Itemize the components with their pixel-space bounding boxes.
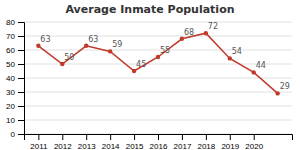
- point: [132, 69, 136, 73]
- y-tick-label: 70: [6, 32, 15, 41]
- x-tick-mark: [254, 134, 255, 140]
- x-tick-mark: [86, 134, 87, 140]
- y-tick-mark: [18, 106, 24, 107]
- data-label: 63: [40, 35, 50, 44]
- x-tick-label: 2011: [30, 142, 48, 150]
- y-tick-label: 60: [6, 46, 15, 55]
- x-tick: 2012: [54, 134, 72, 150]
- x-tick-mark: [158, 134, 159, 140]
- x-tick-mark: [182, 134, 183, 140]
- x-tick-mark: [38, 134, 39, 140]
- y-tick-label: 80: [6, 18, 15, 27]
- point: [60, 62, 64, 66]
- y-axis: 0 10 20 30 40 50 60 70 80: [6, 18, 24, 139]
- y-tick: 60: [6, 46, 24, 55]
- point: [252, 70, 256, 74]
- x-tick-label: 2017: [174, 142, 192, 150]
- x-tick-mark: [110, 134, 111, 140]
- grid-line: [24, 92, 292, 93]
- x-tick-label: 2020: [245, 142, 263, 150]
- x-tick: 2020: [245, 134, 263, 150]
- data-label: 55: [160, 46, 170, 55]
- x-tick-label: 2014: [102, 142, 120, 150]
- grid-line: [24, 36, 292, 37]
- data-label: 63: [88, 35, 98, 44]
- data-label: 72: [208, 22, 218, 31]
- y-tick: 40: [6, 74, 24, 83]
- x-tick: 2014: [102, 134, 120, 150]
- data-labels: 63 50 63 59 45 55 68 72 54 44 29: [40, 22, 289, 91]
- point: [228, 56, 232, 60]
- y-tick-mark: [18, 120, 24, 121]
- grid-line: [24, 106, 292, 107]
- data-label: 44: [256, 61, 266, 70]
- y-tick: 20: [6, 102, 24, 111]
- point: [36, 44, 40, 48]
- x-tick: 2018: [197, 134, 215, 150]
- data-label: 45: [136, 60, 146, 69]
- data-label: 29: [280, 82, 290, 91]
- point: [108, 49, 112, 53]
- x-tick-label: 2018: [197, 142, 215, 150]
- y-tick-mark: [18, 36, 24, 37]
- line: [38, 33, 277, 93]
- point: [84, 44, 88, 48]
- x-tick-mark: [206, 134, 207, 140]
- y-tick-label: 50: [6, 60, 15, 69]
- x-axis: 2011 2012 2013 2014 2015 2016 2017 2018 2019 2020: [25, 134, 293, 150]
- y-tick-label: 40: [6, 74, 15, 83]
- x-tick: 2015: [126, 134, 144, 150]
- grid-line: [24, 120, 292, 121]
- grid-line: [24, 50, 292, 51]
- x-tick-mark: [62, 134, 63, 140]
- x-tick-mark: [230, 134, 231, 140]
- y-tick: 10: [6, 116, 24, 125]
- y-tick-mark: [18, 64, 24, 65]
- x-tick-label: 2015: [126, 142, 144, 150]
- x-tick-label: 2013: [78, 142, 96, 150]
- data-label: 50: [64, 53, 74, 62]
- x-tick: 2017: [174, 134, 192, 150]
- data-label: 54: [232, 47, 242, 56]
- x-tick: 2019: [221, 134, 239, 150]
- point: [156, 55, 160, 59]
- y-tick-label: 10: [6, 116, 15, 125]
- y-tick: 70: [6, 32, 24, 41]
- point: [180, 37, 184, 41]
- x-axis-line: [25, 135, 293, 141]
- y-tick-mark: [18, 78, 24, 79]
- marks: [36, 31, 280, 96]
- data-label: 59: [112, 40, 122, 49]
- point: [275, 91, 279, 95]
- title: Average Inmate Population: [65, 3, 234, 16]
- chart: 0102030405060708020112012201320142015201…: [0, 0, 300, 150]
- x-tick: 2016: [150, 134, 168, 150]
- y-tick-mark: [18, 50, 24, 51]
- x-tick: 2013: [78, 134, 96, 150]
- x-tick-label: 2019: [221, 142, 239, 150]
- y-tick: 30: [6, 88, 24, 97]
- y-tick-mark: [18, 22, 24, 23]
- y-tick-mark: [18, 134, 24, 135]
- y-tick-mark: [18, 92, 24, 93]
- x-tick-mark: [134, 134, 135, 140]
- plot: 0102030405060708020112012201320142015201…: [6, 18, 292, 150]
- y-tick-label: 0: [11, 130, 16, 139]
- y-tick: 0: [11, 130, 24, 139]
- grid-line: [24, 22, 292, 23]
- y-tick-label: 20: [6, 102, 15, 111]
- x-tick-label: 2016: [150, 142, 168, 150]
- x-tick: 2011: [30, 134, 48, 150]
- x-tick-label: 2012: [54, 142, 72, 150]
- data-label: 68: [184, 28, 194, 37]
- y-tick-label: 30: [6, 88, 15, 97]
- grid-line: [24, 78, 292, 79]
- y-axis-line: [18, 23, 25, 135]
- point: [204, 31, 208, 35]
- grid: [24, 22, 292, 134]
- y-tick: 50: [6, 60, 24, 69]
- y-tick: 80: [6, 18, 24, 27]
